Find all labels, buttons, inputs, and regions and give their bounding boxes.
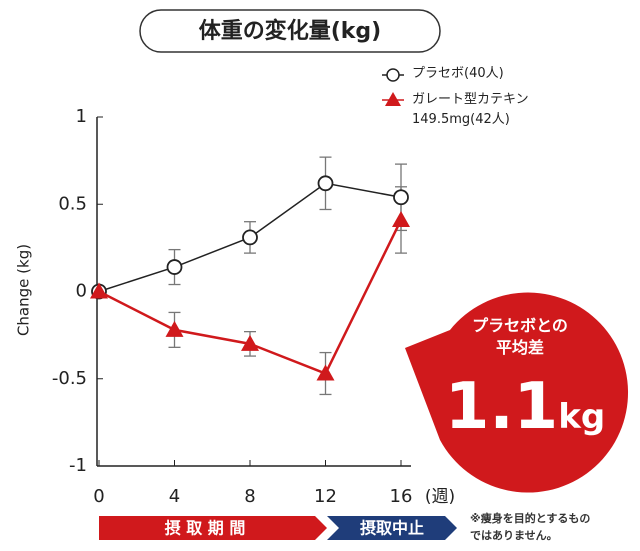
chart-title: 体重の変化量(kg) (199, 18, 382, 44)
data-point (242, 229, 258, 246)
x-tick-label: 4 (169, 486, 180, 507)
y-tick-label: -0.5 (52, 368, 87, 389)
annotation-number: 1.1 (444, 370, 559, 444)
x-axis-label: (週) (425, 487, 455, 507)
title-box (139, 9, 441, 53)
annotation-value: 1.1kg (440, 370, 610, 444)
data-point (165, 320, 184, 337)
legend-marker (386, 68, 400, 82)
y-axis-label: Change (kg) (15, 244, 33, 336)
phase-arrow (327, 516, 457, 540)
phase-label: 摂取中止 (360, 519, 424, 538)
legend-marker (385, 92, 401, 106)
data-point (317, 175, 334, 192)
difference-badge (405, 292, 629, 493)
data-point (90, 282, 108, 299)
x-tick-label: 8 (244, 486, 255, 507)
data-point (393, 189, 409, 206)
phase-arrow (99, 516, 327, 540)
y-tick-label: 0.5 (58, 193, 87, 214)
x-tick-label: 0 (93, 486, 104, 507)
y-tick-label: 0 (76, 281, 87, 302)
note: ※痩身を目的とするもの ではありません。 (470, 512, 591, 542)
data-point (392, 210, 410, 227)
annotation-unit: kg (558, 397, 606, 437)
x-tick-label: 16 (390, 486, 413, 507)
data-point (316, 364, 335, 381)
data-point (241, 334, 259, 351)
legend-label: ガレート型カテキン 149.5mg(42人) (412, 92, 529, 127)
y-tick-label: -1 (69, 455, 87, 476)
x-tick-label: 12 (314, 486, 337, 507)
data-point (166, 259, 183, 275)
legend-label: プラセボ(40人) (412, 66, 504, 81)
y-tick-label: 1 (76, 106, 87, 127)
annotation-label: プラセボとの 平均差 (472, 316, 568, 357)
phase-label: 摂 取 期 間 (165, 519, 246, 538)
